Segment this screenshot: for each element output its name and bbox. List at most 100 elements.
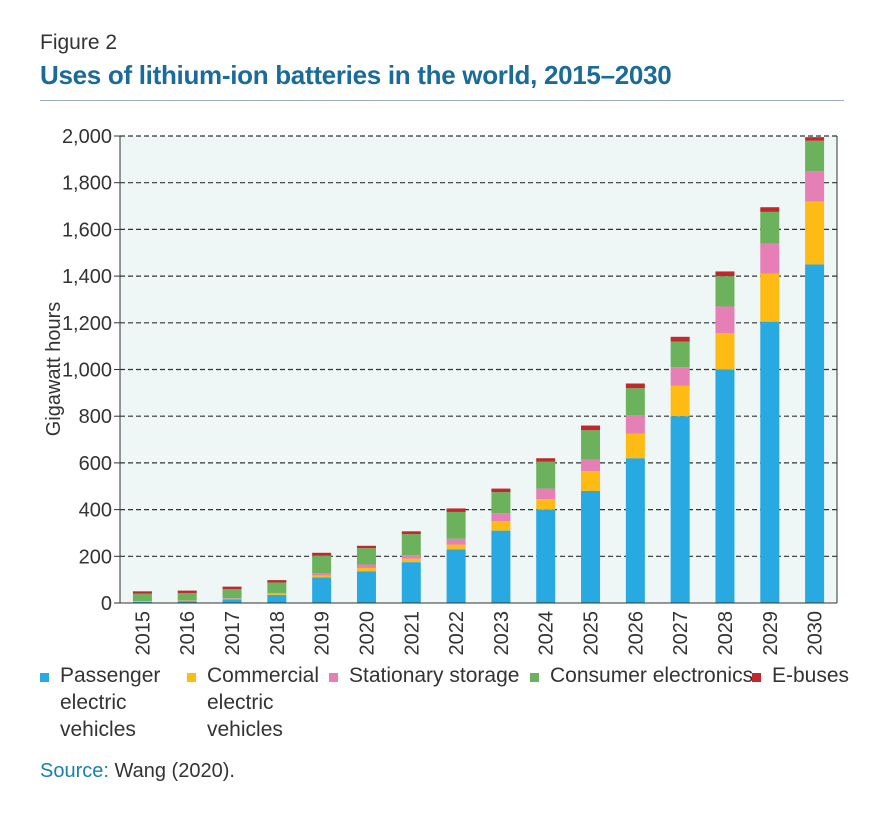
bar-segment [715,333,735,370]
bar-segment [625,458,645,603]
bar-segment [267,592,287,594]
bar-segment [267,582,287,593]
bar-segment [267,594,287,603]
bar-segment [536,458,556,462]
legend-swatch [752,673,761,682]
bar-segment [446,511,466,539]
x-tick-label: 2022 [446,611,468,656]
y-axis-label: Gigawatt hours [43,302,65,437]
bar-segment [222,586,242,589]
bar-segment [491,492,511,514]
bar-segment [446,538,466,545]
y-tick-labels: 0 200 400 600 800 1,000 1,200 1,400 1,600 1,800 2,… [62,126,112,615]
bar-segment [356,571,376,603]
bar-segment [177,601,197,603]
bar-segment [536,488,556,500]
bar-segment [536,509,556,603]
y-tick-label: 200 [79,546,112,568]
bar-segment [312,555,332,574]
x-tick-label: 2020 [356,611,378,656]
bar-segment [312,575,332,578]
bar-segment [222,599,242,603]
bar-segment [491,521,511,531]
y-tick-label: 800 [79,406,112,428]
x-tick-label: 2026 [625,611,647,656]
bar-segment [177,590,197,593]
legend-label: Consumer electronics [550,664,754,687]
x-tick-label: 2028 [715,611,737,656]
bar-segment [401,534,421,556]
bar-segment [670,336,690,342]
bar-segment [132,591,152,594]
bar-segment [267,593,287,595]
y-tick-label: 1,400 [62,266,112,288]
legend-label: Commercial electric vehicles [207,664,320,741]
gridlines [114,135,837,604]
bar-segment [536,499,556,510]
bar-segment [536,461,556,489]
x-tick-label: 2029 [760,611,782,656]
bar-segment [625,433,645,459]
source-note: Source: Wang (2020). [40,760,235,783]
bar-segment [670,367,690,386]
bar-segment [760,211,780,244]
bar-segment [132,593,152,602]
bar-segment [312,577,332,603]
bar-segment [401,555,421,559]
bar-segment [356,545,376,549]
x-tick-label: 2023 [491,611,513,656]
x-tick-label: 2027 [670,611,692,656]
x-tick-label: 2025 [581,611,603,656]
x-tick-label: 2016 [177,611,199,656]
legend-swatch [187,673,196,682]
y-tick-label: 1,200 [62,313,112,335]
bar-segment [401,562,421,603]
bar-segment [401,531,421,535]
bar-segment [491,488,511,493]
legend-label: E-buses [772,664,850,687]
y-tick-label: 400 [79,500,112,522]
bar-segment [805,140,825,172]
source-label: Source: [40,760,109,782]
x-tick-label: 2021 [401,611,423,656]
bar-segment [715,271,735,277]
y-tick-label: 600 [79,453,112,475]
figure-label: Figure 2 [40,31,118,54]
bar-segment [581,425,601,431]
y-tick-label: 1,800 [62,173,112,195]
bar-segment [177,592,197,601]
bar-segment [805,264,825,603]
bar-segment [446,549,466,603]
bar-segment [670,341,690,368]
bar-segment [805,137,825,141]
chart-title: Uses of lithium-ion batteries in the wor… [40,60,672,90]
y-tick-label: 1,000 [62,360,112,382]
bar-segment [625,415,645,434]
bar-segment [222,588,242,599]
y-tick-label: 0 [101,593,112,615]
stacked-bar-chart: 0 200 400 600 800 1,000 1,200 1,400 1,600 1,800 2,… [43,126,838,656]
bar-segment [625,388,645,416]
bar-segment [670,385,690,417]
y-tick-label: 2,000 [62,126,112,148]
x-tick-label: 2024 [536,611,558,656]
x-tick-label: 2015 [132,611,154,656]
x-tick-labels: 2015 2016 2017 2018 2019 2020 2021 2022 2023 2024… [132,611,826,656]
bar-segment [132,601,152,603]
x-tick-label: 2017 [222,611,244,656]
bar-segment [446,508,466,512]
bar-segment [446,544,466,550]
bar-segment [760,273,780,322]
bar-segment [805,171,825,202]
bar-segment [222,598,242,600]
bar-segment [356,567,376,572]
bar-segment [491,530,511,603]
legend-swatch [530,673,539,682]
bar-segment [581,471,601,491]
legend-swatch [40,673,49,682]
x-tick-label: 2018 [267,611,289,656]
bar-segment [715,306,735,334]
legend-label: Passenger electric vehicles [60,664,161,741]
x-tick-label: 2030 [805,611,827,656]
bar-segment [312,552,332,556]
